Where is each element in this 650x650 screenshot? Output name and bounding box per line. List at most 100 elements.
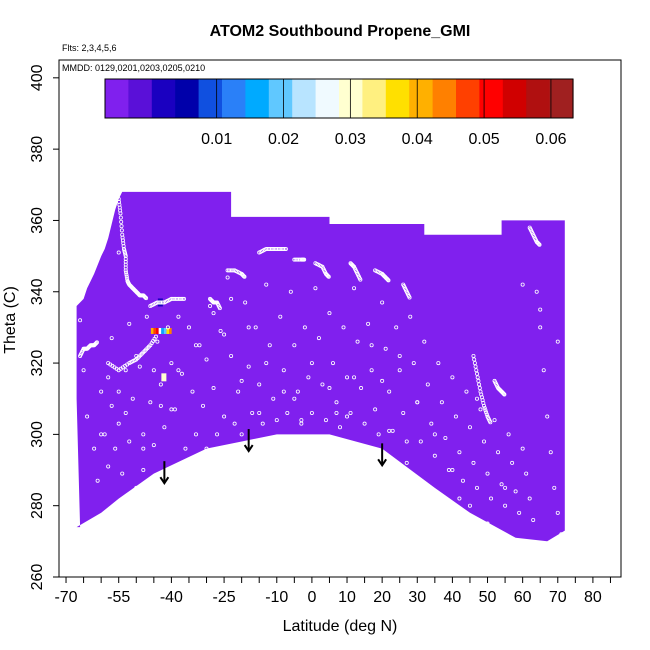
track-point: [153, 334, 158, 339]
sample-point: [176, 368, 181, 373]
track-point: [475, 375, 480, 380]
colorbar-tick-label: 0.02: [268, 131, 299, 148]
sample-point: [162, 425, 167, 430]
track-point: [326, 274, 331, 279]
sample-point: [130, 396, 135, 401]
sample-point: [320, 382, 325, 387]
sample-point: [169, 361, 174, 366]
sample-point: [236, 389, 241, 394]
x-tick-label: 50: [479, 589, 497, 606]
sample-point: [229, 353, 234, 358]
sample-point: [141, 446, 146, 451]
sample-point: [292, 396, 297, 401]
sample-point: [467, 503, 472, 508]
hotspot-cell: [163, 327, 167, 334]
x-tick-label: 10: [338, 589, 356, 606]
track-point: [119, 224, 124, 229]
sample-point: [503, 503, 508, 508]
sample-point: [120, 471, 125, 476]
sample-point: [218, 328, 223, 333]
sample-point: [362, 421, 367, 426]
y-tick-label: 280: [29, 492, 46, 519]
track-point: [358, 277, 363, 282]
sample-point: [264, 361, 269, 366]
colorbar-segment: [385, 79, 410, 118]
track-point: [483, 408, 488, 413]
sample-point: [369, 368, 374, 373]
sample-point: [450, 468, 455, 473]
sample-point: [559, 532, 564, 537]
sample-point: [295, 389, 300, 394]
sample-point: [109, 336, 114, 341]
sample-point: [106, 464, 111, 469]
sample-point: [418, 439, 423, 444]
colorbar-segment: [268, 79, 293, 118]
sample-point: [113, 446, 118, 451]
track-point: [326, 274, 331, 279]
colorbar-tick-label: 0.01: [201, 131, 232, 148]
sample-point: [81, 368, 86, 373]
colorbar-segment: [549, 79, 574, 118]
sample-point: [239, 432, 244, 437]
sample-point: [141, 432, 146, 437]
track-point: [386, 278, 391, 283]
sample-point: [506, 432, 511, 437]
sample-point: [524, 471, 529, 476]
sample-point: [141, 468, 146, 473]
sample-point-group: [78, 0, 564, 537]
sample-point: [527, 496, 532, 501]
sample-point: [281, 368, 286, 373]
track-point: [241, 274, 246, 279]
sample-point: [348, 410, 353, 415]
sample-point: [520, 282, 525, 287]
track-point: [119, 219, 124, 224]
sample-point: [274, 439, 279, 444]
sample-point: [165, 325, 170, 330]
track-point: [143, 295, 148, 300]
sample-point: [99, 432, 104, 437]
sample-point: [352, 375, 357, 380]
y-tick-label: 380: [29, 136, 46, 163]
x-tick-label: 70: [549, 589, 567, 606]
sample-point: [439, 517, 444, 522]
sample-point: [436, 361, 441, 366]
sample-point: [439, 400, 444, 405]
sample-point: [299, 418, 304, 423]
chart-subtitle-dates: MMDD: 0129,0201,0203,0205,0210: [62, 63, 205, 73]
sample-point: [401, 410, 406, 415]
sample-point: [274, 418, 279, 423]
sample-point: [232, 421, 237, 426]
sample-point: [429, 421, 434, 426]
sample-point: [158, 382, 163, 387]
sample-point: [464, 389, 469, 394]
track-point: [217, 306, 222, 311]
track-point: [119, 228, 124, 233]
sample-point: [369, 343, 374, 348]
sample-point: [411, 361, 416, 366]
sample-point: [201, 403, 206, 408]
sample-point: [316, 446, 321, 451]
colorbar: [104, 78, 574, 119]
sample-point: [531, 517, 536, 522]
sample-point: [211, 386, 216, 391]
track-point: [476, 378, 481, 383]
sample-point: [327, 386, 332, 391]
sample-point: [457, 450, 462, 455]
sample-point: [85, 414, 90, 419]
sample-point: [334, 400, 339, 405]
sample-point: [453, 414, 458, 419]
sample-point: [538, 307, 543, 312]
colorbar-segment: [292, 79, 317, 118]
chart-subtitle-flights: Flts: 2,3,4,5,6: [62, 43, 117, 53]
track-point: [473, 364, 478, 369]
track-point: [144, 296, 149, 301]
sample-point: [186, 325, 191, 330]
hotspot-cell: [150, 327, 154, 334]
track-point: [477, 382, 482, 387]
sample-point: [155, 339, 160, 344]
sample-point: [376, 432, 381, 437]
y-tick-label: 400: [29, 64, 46, 91]
arrow-head: [159, 476, 170, 485]
sample-point: [474, 396, 479, 401]
